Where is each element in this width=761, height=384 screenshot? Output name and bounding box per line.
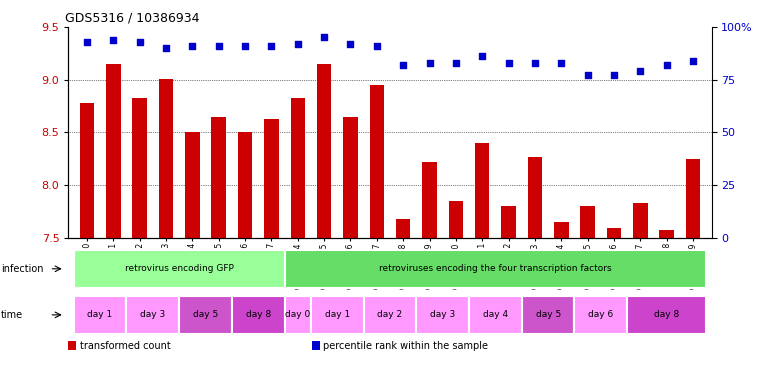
Point bbox=[186, 43, 199, 49]
Point bbox=[239, 43, 251, 49]
Bar bbox=[396, 219, 410, 238]
Bar bbox=[291, 98, 305, 238]
Text: day 5: day 5 bbox=[193, 310, 218, 319]
Text: retrovirus encoding GFP: retrovirus encoding GFP bbox=[125, 264, 234, 273]
Point bbox=[212, 43, 224, 49]
Text: retroviruses encoding the four transcription factors: retroviruses encoding the four transcrip… bbox=[379, 264, 612, 273]
Bar bbox=[212, 117, 226, 238]
Bar bbox=[416, 296, 469, 334]
Bar bbox=[475, 143, 489, 238]
Point bbox=[345, 41, 357, 47]
Text: day 1: day 1 bbox=[88, 310, 113, 319]
Bar bbox=[159, 79, 174, 238]
Bar bbox=[522, 296, 575, 334]
Text: infection: infection bbox=[1, 264, 43, 274]
Bar bbox=[185, 132, 199, 238]
Point bbox=[556, 60, 568, 66]
Bar bbox=[554, 222, 568, 238]
Bar bbox=[449, 201, 463, 238]
Bar bbox=[370, 85, 384, 238]
Point bbox=[134, 39, 146, 45]
Text: transformed count: transformed count bbox=[80, 341, 170, 351]
Text: day 1: day 1 bbox=[325, 310, 350, 319]
Bar bbox=[74, 296, 126, 334]
Bar bbox=[285, 296, 311, 334]
Text: day 5: day 5 bbox=[536, 310, 561, 319]
Point bbox=[160, 45, 172, 51]
Text: day 3: day 3 bbox=[140, 310, 165, 319]
Bar bbox=[527, 157, 542, 238]
Bar bbox=[633, 203, 648, 238]
Point bbox=[502, 60, 514, 66]
Point bbox=[266, 43, 278, 49]
Text: percentile rank within the sample: percentile rank within the sample bbox=[323, 341, 489, 351]
Bar bbox=[285, 250, 706, 288]
Bar bbox=[422, 162, 437, 238]
Text: day 0: day 0 bbox=[285, 310, 310, 319]
Point bbox=[634, 68, 646, 74]
Point bbox=[529, 60, 541, 66]
Bar bbox=[238, 132, 253, 238]
Bar bbox=[581, 206, 595, 238]
Bar bbox=[469, 296, 522, 334]
Point bbox=[371, 43, 383, 49]
Bar bbox=[343, 117, 358, 238]
Point bbox=[581, 73, 594, 79]
Bar bbox=[126, 296, 179, 334]
Point bbox=[81, 39, 93, 45]
Bar bbox=[607, 227, 621, 238]
Text: time: time bbox=[1, 310, 23, 320]
Bar bbox=[686, 159, 700, 238]
Text: day 8: day 8 bbox=[654, 310, 680, 319]
Point bbox=[608, 73, 620, 79]
Point bbox=[107, 36, 119, 43]
Bar bbox=[660, 230, 674, 238]
Bar bbox=[627, 296, 706, 334]
Point bbox=[661, 62, 673, 68]
Bar bbox=[317, 64, 331, 238]
Point bbox=[318, 34, 330, 40]
Text: day 6: day 6 bbox=[588, 310, 613, 319]
Point bbox=[397, 62, 409, 68]
Bar bbox=[179, 296, 232, 334]
Text: day 2: day 2 bbox=[377, 310, 403, 319]
Bar bbox=[575, 296, 627, 334]
Bar bbox=[501, 206, 516, 238]
Text: day 3: day 3 bbox=[430, 310, 455, 319]
Bar bbox=[232, 296, 285, 334]
Bar bbox=[74, 250, 285, 288]
Text: day 8: day 8 bbox=[246, 310, 271, 319]
Point bbox=[291, 41, 304, 47]
Point bbox=[423, 60, 435, 66]
Bar bbox=[80, 103, 94, 238]
Point bbox=[687, 58, 699, 64]
Bar bbox=[311, 296, 364, 334]
Point bbox=[476, 53, 489, 60]
Text: day 4: day 4 bbox=[483, 310, 508, 319]
Point bbox=[450, 60, 462, 66]
Text: GDS5316 / 10386934: GDS5316 / 10386934 bbox=[65, 11, 200, 24]
Bar bbox=[364, 296, 416, 334]
Bar bbox=[106, 64, 120, 238]
Bar bbox=[132, 98, 147, 238]
Bar bbox=[264, 119, 279, 238]
